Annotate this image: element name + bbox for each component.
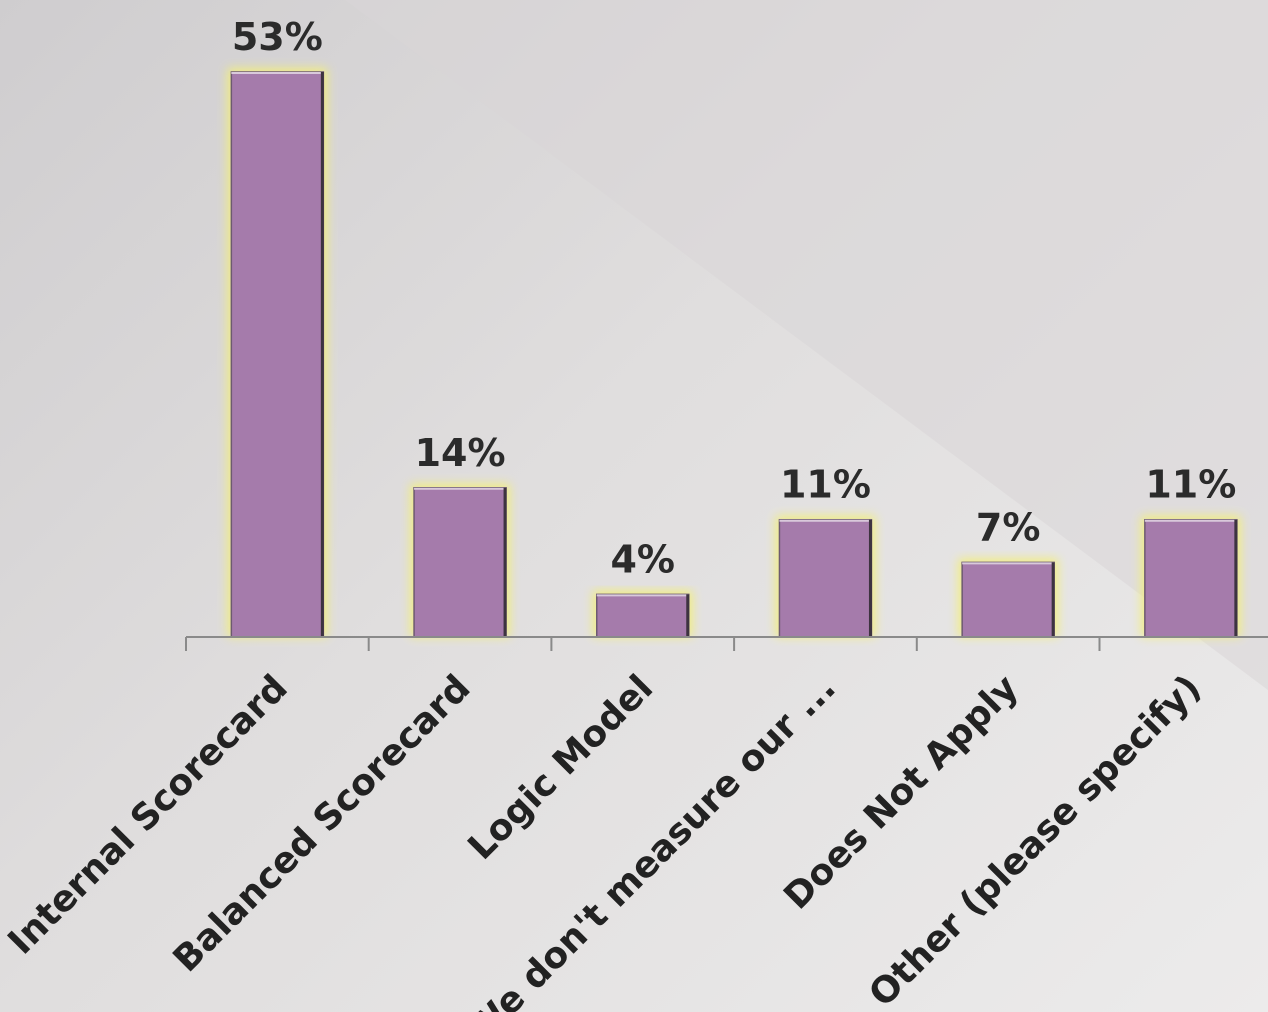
x-axis [185, 636, 1268, 651]
category-label: Logic Model [460, 667, 661, 868]
bar [596, 593, 690, 638]
category-label: Balanced Scorecard [166, 667, 479, 980]
background-band [345, 0, 1268, 690]
bar [961, 561, 1055, 638]
data-label: 4% [610, 537, 675, 581]
bar [413, 487, 507, 638]
bars-layer [227, 68, 1241, 638]
bar [1144, 518, 1238, 638]
data-label: 53% [232, 15, 323, 59]
bar [778, 518, 873, 638]
bar [230, 71, 325, 638]
data-label: 7% [976, 505, 1041, 549]
category-label: Other (please specify) [862, 667, 1210, 1012]
data-label: 14% [415, 431, 506, 475]
data-label: 11% [1145, 463, 1236, 507]
data-label: 11% [780, 463, 871, 507]
